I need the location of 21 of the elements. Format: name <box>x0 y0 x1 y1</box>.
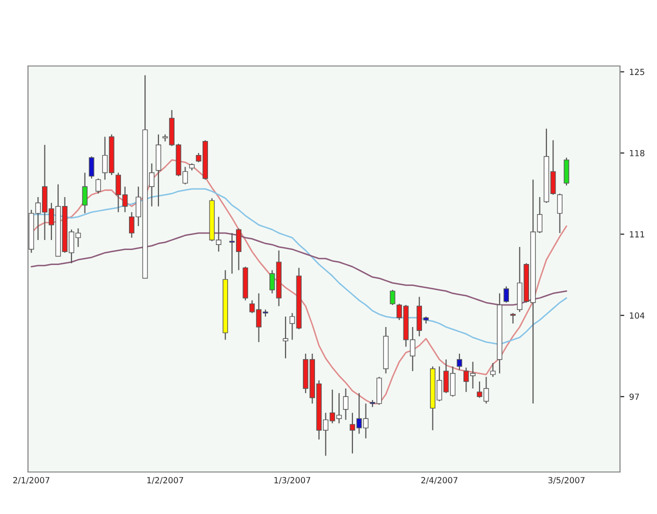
candlestick <box>490 362 496 378</box>
candlestick <box>564 157 570 186</box>
x-tick-label: 1/3/2007 <box>274 477 310 484</box>
candlestick <box>96 178 101 194</box>
x-tick-label: 2/1/2007 <box>13 477 50 484</box>
candlestick <box>557 193 562 234</box>
candlestick <box>282 316 288 359</box>
y-tick-label: 118 <box>630 150 644 156</box>
x-tick-label: 1/2/2007 <box>147 477 184 484</box>
candlestick <box>390 289 396 306</box>
candlestick <box>82 172 88 214</box>
candlestick <box>456 353 462 370</box>
x-tick-label: 3/5/2007 <box>548 477 584 484</box>
y-tick-label: 111 <box>630 231 644 238</box>
y-tick-label: 125 <box>630 68 644 76</box>
candlestick <box>504 286 509 304</box>
candlestick <box>343 388 348 420</box>
y-tick-label: 97 <box>630 394 639 400</box>
x-tick-label: 2/4/2007 <box>421 477 458 484</box>
y-tick-label: 104 <box>630 312 644 319</box>
candlestick <box>88 156 94 180</box>
